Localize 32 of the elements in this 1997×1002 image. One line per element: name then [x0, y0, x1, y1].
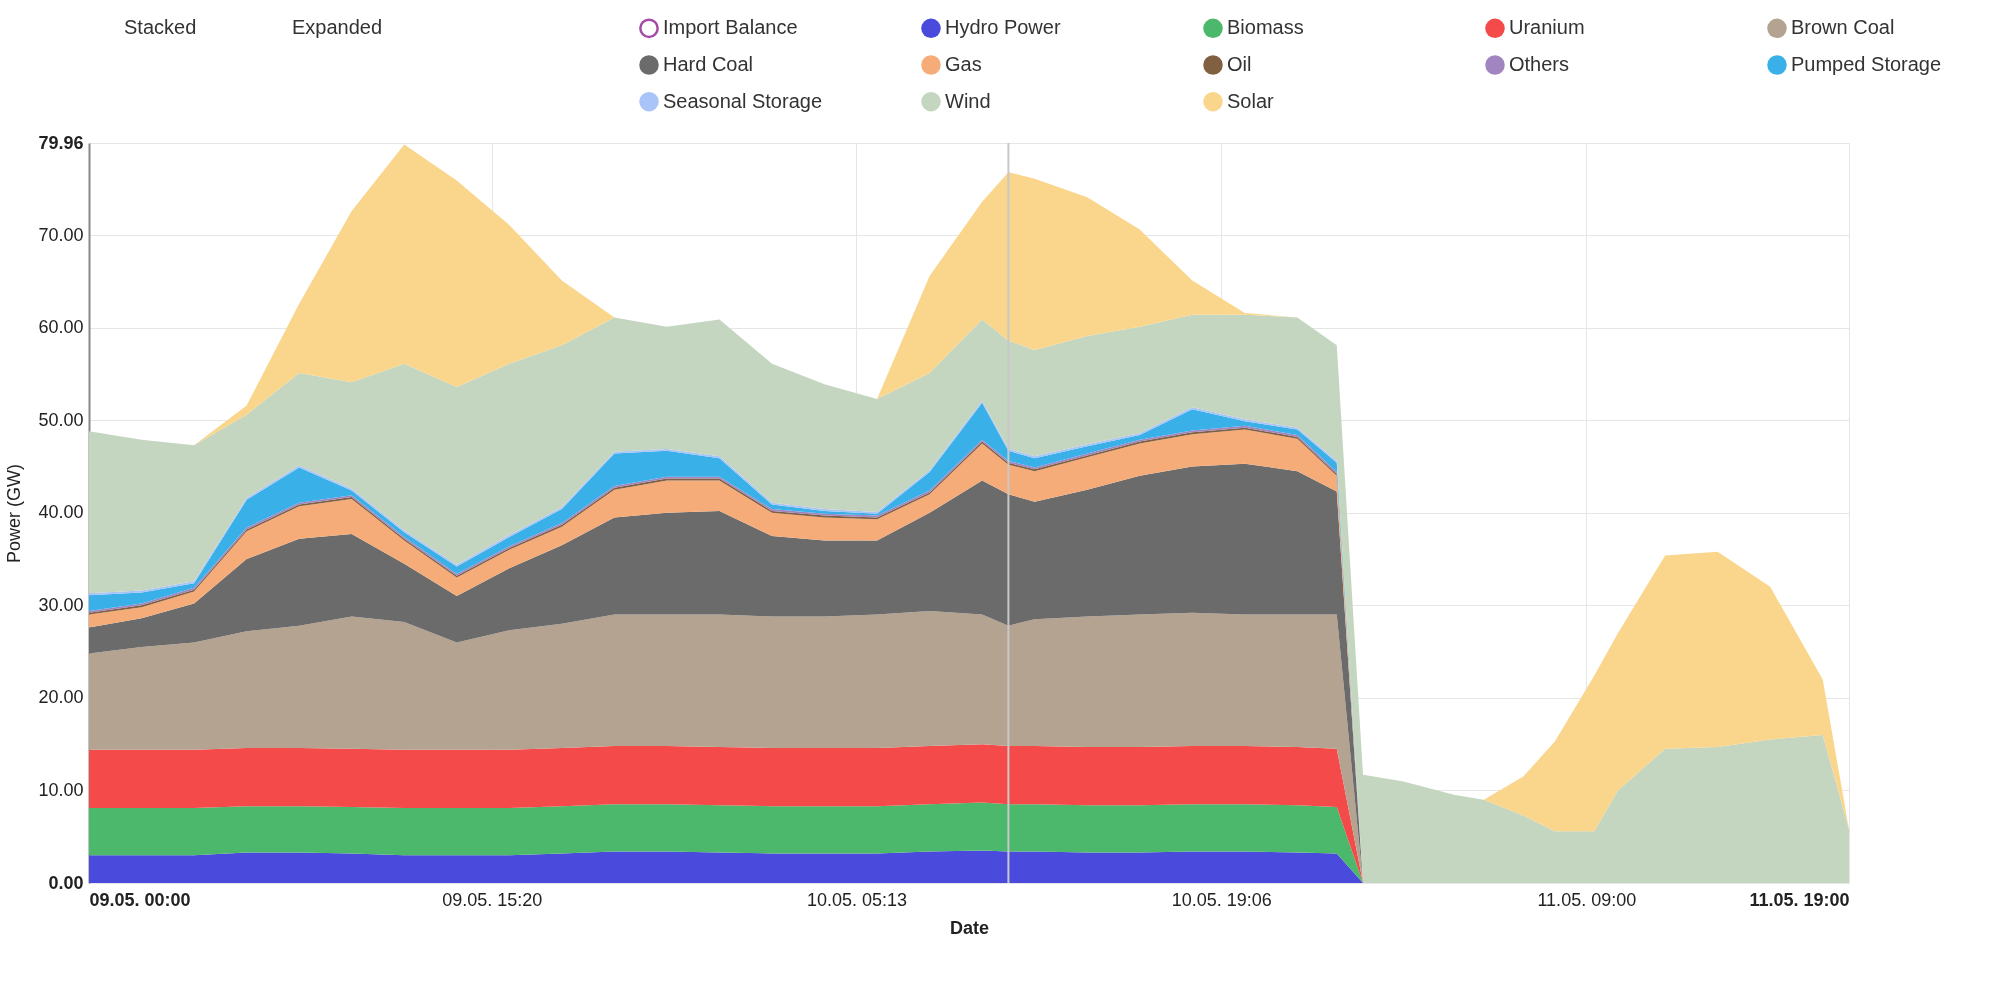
legend-label: Hard Coal	[663, 53, 754, 75]
y-axis-title: Power (GW)	[4, 464, 25, 563]
legend-label: Pumped Storage	[1791, 53, 1942, 75]
legend-label: Gas	[945, 53, 982, 75]
x-tick-label: 09.05. 00:00	[89, 889, 191, 910]
text: Stacked	[124, 16, 197, 39]
x-tick-label: 11.05. 09:00	[1537, 889, 1637, 910]
legend-label: Brown Coal	[1791, 16, 1895, 39]
y-tick-label: 10.00	[38, 779, 84, 800]
x-tick-label: 09.05. 15:20	[442, 889, 543, 910]
text: Expanded	[292, 16, 383, 39]
y-tick-label: 70.00	[38, 224, 84, 245]
legend-label: Oil	[1227, 53, 1252, 75]
legend-label: Others	[1509, 53, 1570, 75]
legend-label: Import Balance	[663, 16, 798, 39]
legend-label: Solar	[1227, 89, 1275, 112]
y-tick-label: 30.00	[38, 594, 84, 615]
x-axis-title: Date	[949, 917, 990, 938]
y-tick-label: 79.96	[38, 132, 84, 153]
y-tick-label: 50.00	[38, 409, 84, 430]
x-tick-label: 11.05. 19:00	[1749, 889, 1850, 910]
legend-label: Biomass	[1227, 16, 1304, 39]
legend-label: Seasonal Storage	[663, 89, 823, 112]
x-tick-label: 10.05. 05:13	[806, 889, 908, 910]
legend-label: Hydro Power	[945, 16, 1061, 39]
y-tick-label: 20.00	[38, 687, 84, 708]
y-tick-label: 40.00	[38, 502, 84, 523]
legend-label: Uranium	[1509, 16, 1585, 39]
y-tick-label: 60.00	[38, 317, 84, 338]
x-tick-label: 10.05. 19:06	[1171, 889, 1272, 910]
legend-label: Wind	[945, 89, 991, 112]
y-tick-label: 0.00	[48, 872, 84, 893]
